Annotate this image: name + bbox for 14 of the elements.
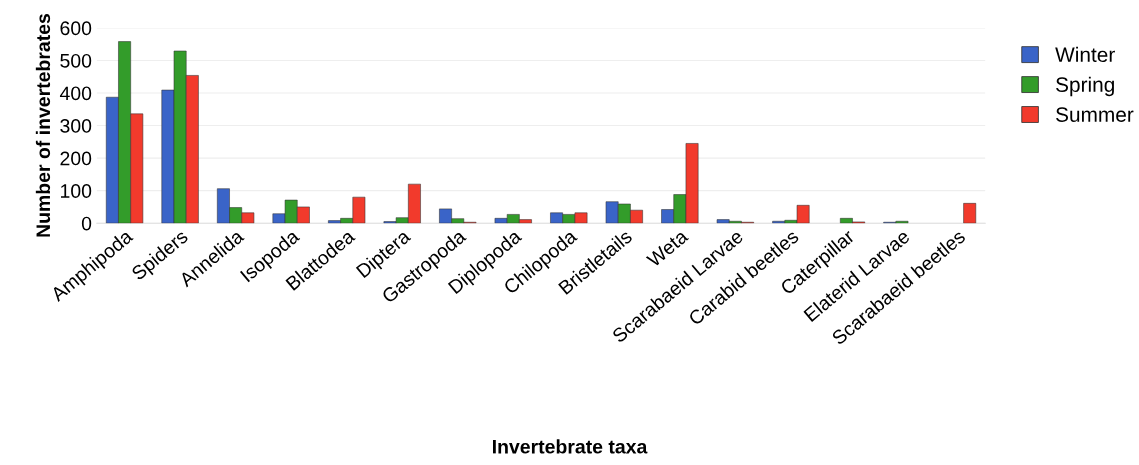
x-tick-label: Weta [645, 228, 690, 268]
legend-label: Summer [1056, 107, 1134, 122]
y-tick-label: 300 [60, 119, 92, 133]
y-tick-label: 100 [61, 184, 92, 198]
y-tick-label: 500 [60, 53, 92, 68]
y-tick-label: 200 [60, 151, 92, 166]
legend-label: Winter [1055, 46, 1115, 63]
x-axis-title: Invertebrate taxa [492, 439, 648, 454]
y-tick-label: 400 [59, 86, 92, 101]
y-tick-label: 600 [60, 21, 92, 36]
legend-label: Spring [1056, 76, 1114, 97]
y-tick-label: 0 [81, 216, 92, 231]
bar [963, 203, 977, 224]
y-axis-title: Number of invertebrates [35, 13, 51, 237]
